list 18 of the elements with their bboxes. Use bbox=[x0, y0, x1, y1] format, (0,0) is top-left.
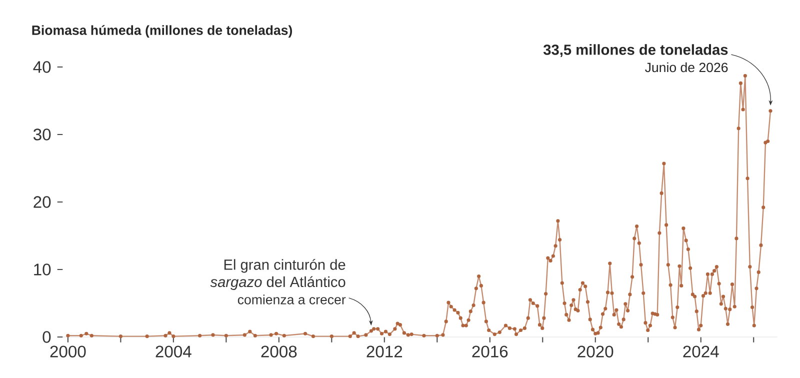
x-tick-label: 2024 bbox=[683, 346, 719, 358]
x-tick-label: 2004 bbox=[156, 346, 192, 358]
annotation: El gran cinturón de bbox=[224, 258, 346, 273]
annotation: comienza a crecer bbox=[238, 294, 346, 304]
y-axis-title: Biomasa húmeda (millones de toneladas) bbox=[32, 25, 292, 38]
annotation: Junio de 2026 bbox=[645, 62, 728, 72]
x-tick-label: 2016 bbox=[472, 346, 508, 358]
x-tick-label: 2008 bbox=[261, 346, 297, 358]
x-tick-label: 2020 bbox=[578, 346, 614, 358]
annotation: 33,5 millones de toneladas bbox=[543, 44, 728, 58]
y-tick-label: 30 bbox=[33, 128, 51, 140]
x-tick-label: 2012 bbox=[366, 346, 402, 358]
y-tick-label: 20 bbox=[34, 196, 51, 208]
y-tick-label: 0 bbox=[42, 331, 51, 343]
annotation: sargazo del Atlántico bbox=[210, 276, 346, 290]
y-tick-label: 40 bbox=[33, 61, 51, 73]
y-tick-label: 10 bbox=[34, 264, 51, 276]
x-tick-label: 2000 bbox=[50, 346, 86, 358]
